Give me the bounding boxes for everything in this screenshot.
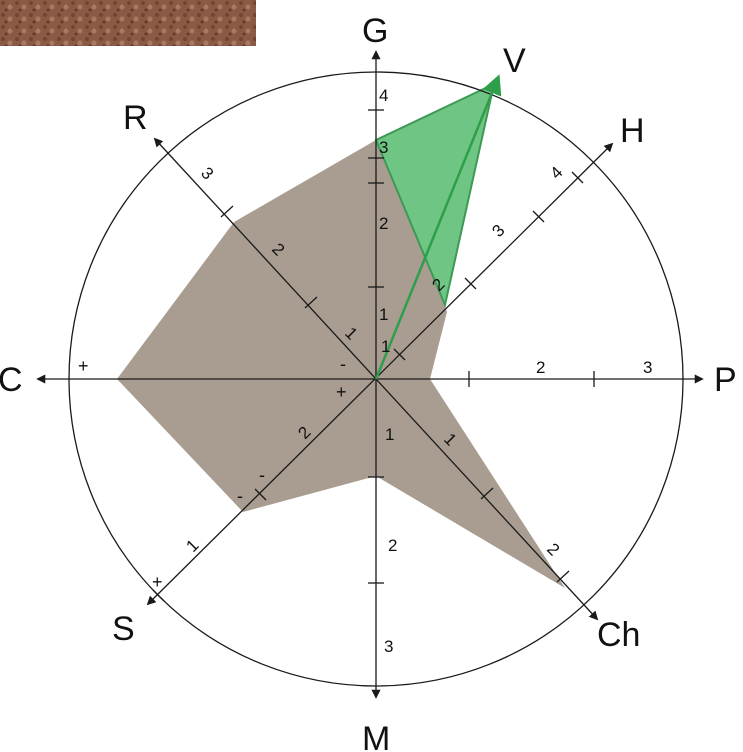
tick-label-r-3: 3: [197, 163, 217, 183]
tick-label-g-1: 1: [379, 305, 388, 324]
axis-label-r: R: [123, 99, 148, 137]
v-axis-arrow: [374, 74, 502, 380]
tick-label-g-4: 4: [379, 86, 388, 105]
sign-plus-c: +: [78, 356, 89, 376]
sign-minus-s-1: -: [259, 465, 265, 485]
rock-texture-image: [0, 0, 256, 46]
tick-label-p-3: 3: [643, 358, 652, 377]
tick-label-g-2: 2: [379, 214, 388, 233]
axis-label-v: V: [503, 42, 526, 80]
tick-marks: [152, 109, 595, 602]
axis-label-c: C: [0, 361, 23, 399]
tick-label-v-1: 1: [381, 337, 390, 356]
tick-label-m-3: 3: [384, 637, 393, 656]
sign-minus-center: -: [340, 354, 346, 374]
tick-label-m-2: 2: [388, 536, 397, 555]
sign-plus-center: +: [336, 382, 347, 402]
axis-label-p: P: [714, 361, 737, 399]
axis-s-h-line: [146, 142, 614, 606]
sign-plus-s: +: [152, 572, 163, 592]
tick-label-ch-2: 2: [543, 539, 563, 559]
axis-label-m: M: [362, 720, 390, 752]
tick-label-g-3: 3: [379, 138, 388, 157]
axis-label-g: G: [362, 12, 388, 50]
sign-minus-s-2: -: [237, 486, 243, 506]
axis-label-ch: Ch: [597, 616, 640, 654]
axis-label-s: S: [112, 610, 135, 648]
tick-label-p-2: 2: [536, 358, 545, 377]
tick-label-h-4: 4: [546, 163, 566, 183]
tick-label-m-1: 1: [385, 425, 394, 444]
tick-label-h-3: 3: [488, 221, 508, 241]
axis-label-h: H: [620, 112, 645, 150]
